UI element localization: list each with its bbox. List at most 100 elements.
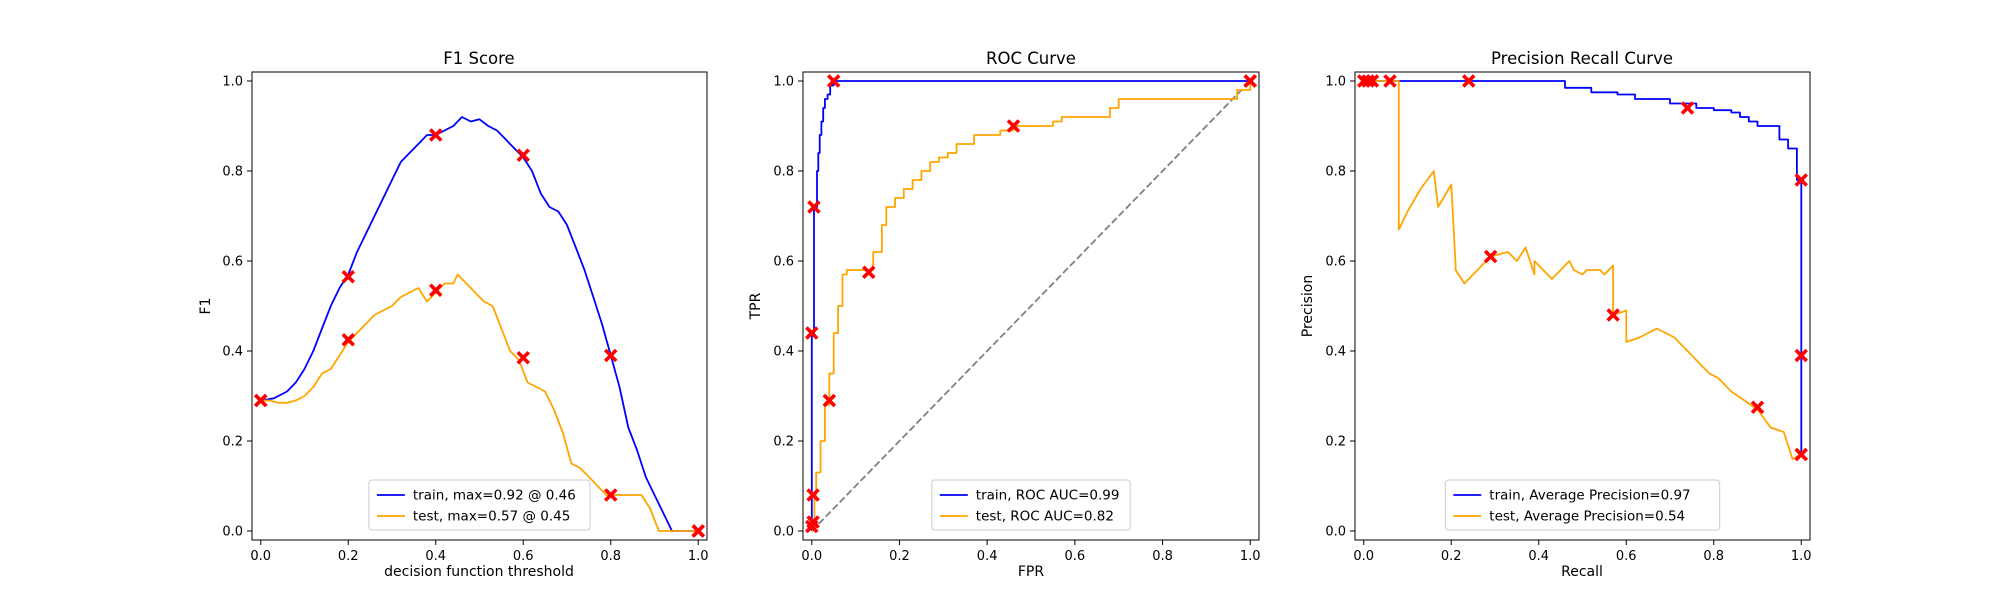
roc-threshold-marker [822, 393, 837, 408]
pr-xtick-label: 0.4 [1528, 549, 1549, 564]
pr-threshold-marker [1365, 74, 1380, 88]
pr-legend-entry: test, Average Precision=0.54 [1489, 509, 1685, 525]
f1-xtick-label: 1.0 [688, 549, 709, 564]
f1-ytick-label: 0.2 [222, 435, 243, 450]
pr-xtick-label: 0.8 [1703, 549, 1724, 564]
f1-threshold-marker [604, 488, 618, 502]
f1-ytick-label: 0.4 [222, 345, 243, 360]
pr-ylabel: Precision [1300, 275, 1316, 337]
roc-ytick-label: 0.6 [773, 255, 794, 270]
f1-score-panel: F1 Score decision function threshold F1 [198, 49, 574, 580]
pr-threshold-marker [1750, 400, 1765, 414]
roc-ytick-label: 0.4 [773, 345, 794, 360]
f1-series-line-train [260, 116, 699, 532]
pr-ytick-label: 0.0 [1325, 525, 1346, 540]
pr-threshold-marker [1794, 447, 1808, 462]
pr-threshold-marker [1794, 173, 1808, 187]
roc-curve-panel: ROC Curve FPR TPR [748, 49, 1076, 580]
pr-legend-box [1444, 479, 1721, 531]
roc-xtick-label: 1.0 [1240, 549, 1261, 564]
f1-xlabel: decision function threshold [384, 564, 574, 580]
f1-series-line-test [260, 273, 699, 532]
f1-title: F1 Score [443, 49, 514, 68]
roc-threshold-marker [862, 265, 876, 279]
roc-ytick-label: 0.8 [773, 165, 794, 180]
precision-recall-panel: Precision Recall Curve Recall Precision [1300, 49, 1673, 580]
f1-threshold-marker [691, 524, 705, 538]
f1-xtick-label: 0.4 [425, 549, 446, 564]
pr-threshold-marker [1357, 74, 1371, 88]
pr-plot-area: 0.0 0.2 0.4 0.6 0.8 1.0 0.0 0.2 0.4 0.6 0.8 1.0 trai… [1325, 71, 1812, 564]
pr-ytick-label: 0.2 [1325, 435, 1346, 450]
pr-threshold-marker [1383, 74, 1397, 88]
pr-threshold-marker [1483, 249, 1498, 264]
f1-ytick-label: 0.0 [222, 525, 243, 540]
pr-xlabel: Recall [1561, 564, 1603, 580]
pr-title: Precision Recall Curve [1491, 49, 1673, 68]
f1-xtick-label: 0.6 [513, 549, 534, 564]
f1-xtick-label: 0.8 [600, 549, 621, 564]
roc-ylabel: TPR [748, 292, 764, 320]
f1-ylabel: F1 [198, 298, 214, 315]
pr-series-line-test [1363, 80, 1802, 460]
roc-threshold-marker [826, 74, 841, 88]
roc-xlabel: FPR [1018, 564, 1044, 580]
f1-ytick-label: 0.6 [222, 255, 243, 270]
roc-legend-box [931, 479, 1131, 531]
f1-plot-area: 0.0 0.2 0.4 0.6 0.8 1.0 0.0 0.2 0.4 0.6 0.8 1.0 trai… [222, 71, 709, 564]
f1-threshold-marker [516, 148, 530, 162]
roc-legend-entry: test, ROC AUC=0.82 [976, 509, 1114, 525]
roc-chance-line [811, 80, 1251, 532]
roc-threshold-marker [806, 488, 820, 502]
pr-xtick-label: 1.0 [1791, 549, 1812, 564]
f1-xtick-label: 0.2 [338, 549, 359, 564]
roc-xtick-label: 0.0 [801, 549, 822, 564]
pr-ytick-label: 1.0 [1325, 75, 1346, 90]
pr-threshold-marker [1794, 348, 1808, 363]
roc-threshold-marker [1243, 74, 1257, 88]
pr-series-line-train [1363, 80, 1803, 455]
roc-xtick-label: 0.2 [889, 549, 910, 564]
roc-legend-entry: train, ROC AUC=0.99 [976, 488, 1120, 504]
pr-ytick-label: 0.4 [1325, 345, 1346, 360]
roc-legend: train, ROC AUC=0.99 test, ROC AUC=0.82 [931, 479, 1131, 531]
roc-threshold-marker [1006, 119, 1021, 133]
f1-threshold-marker [341, 270, 355, 284]
roc-xtick-label: 0.8 [1152, 549, 1173, 564]
f1-legend-box [368, 479, 591, 531]
pr-axes-frame [1354, 71, 1811, 541]
roc-xtick-label: 0.6 [1065, 549, 1086, 564]
pr-legend: train, Average Precision=0.97 test, Avera… [1444, 479, 1721, 531]
roc-series-line-test [811, 81, 1252, 532]
pr-xtick-label: 0.6 [1616, 549, 1637, 564]
roc-ytick-label: 1.0 [773, 75, 794, 90]
roc-plot-area: 0.0 0.2 0.4 0.6 0.8 1.0 0.0 0.2 0.4 0.6 0.8 1.0 trai… [773, 71, 1261, 564]
f1-threshold-marker [604, 348, 618, 363]
roc-title: ROC Curve [986, 49, 1076, 68]
roc-ytick-label: 0.0 [773, 525, 794, 540]
f1-threshold-marker [254, 393, 268, 408]
f1-threshold-marker [341, 333, 355, 347]
pr-threshold-marker [1462, 74, 1476, 88]
f1-threshold-marker [429, 283, 443, 297]
roc-threshold-marker [805, 326, 819, 340]
roc-threshold-marker [807, 200, 821, 214]
roc-ytick-label: 0.2 [773, 435, 794, 450]
f1-ytick-label: 1.0 [222, 75, 243, 90]
pr-threshold-marker [1680, 101, 1695, 115]
f1-threshold-marker [429, 128, 443, 142]
f1-legend: train, max=0.92 @ 0.46 test, max=0.57 @ 0… [368, 479, 591, 531]
f1-xtick-label: 0.0 [250, 549, 271, 564]
pr-ytick-label: 0.8 [1325, 165, 1346, 180]
pr-xtick-label: 0.2 [1441, 549, 1462, 564]
f1-threshold-marker [516, 351, 530, 365]
roc-axes-frame [802, 71, 1260, 541]
f1-axes-frame [251, 71, 708, 541]
pr-ytick-label: 0.6 [1325, 255, 1346, 270]
pr-legend-entry: train, Average Precision=0.97 [1489, 488, 1690, 504]
pr-threshold-marker [1606, 308, 1620, 322]
roc-xtick-label: 0.4 [977, 549, 998, 564]
f1-legend-entry: test, max=0.57 @ 0.45 [413, 509, 570, 525]
pr-xtick-label: 0.0 [1353, 549, 1374, 564]
